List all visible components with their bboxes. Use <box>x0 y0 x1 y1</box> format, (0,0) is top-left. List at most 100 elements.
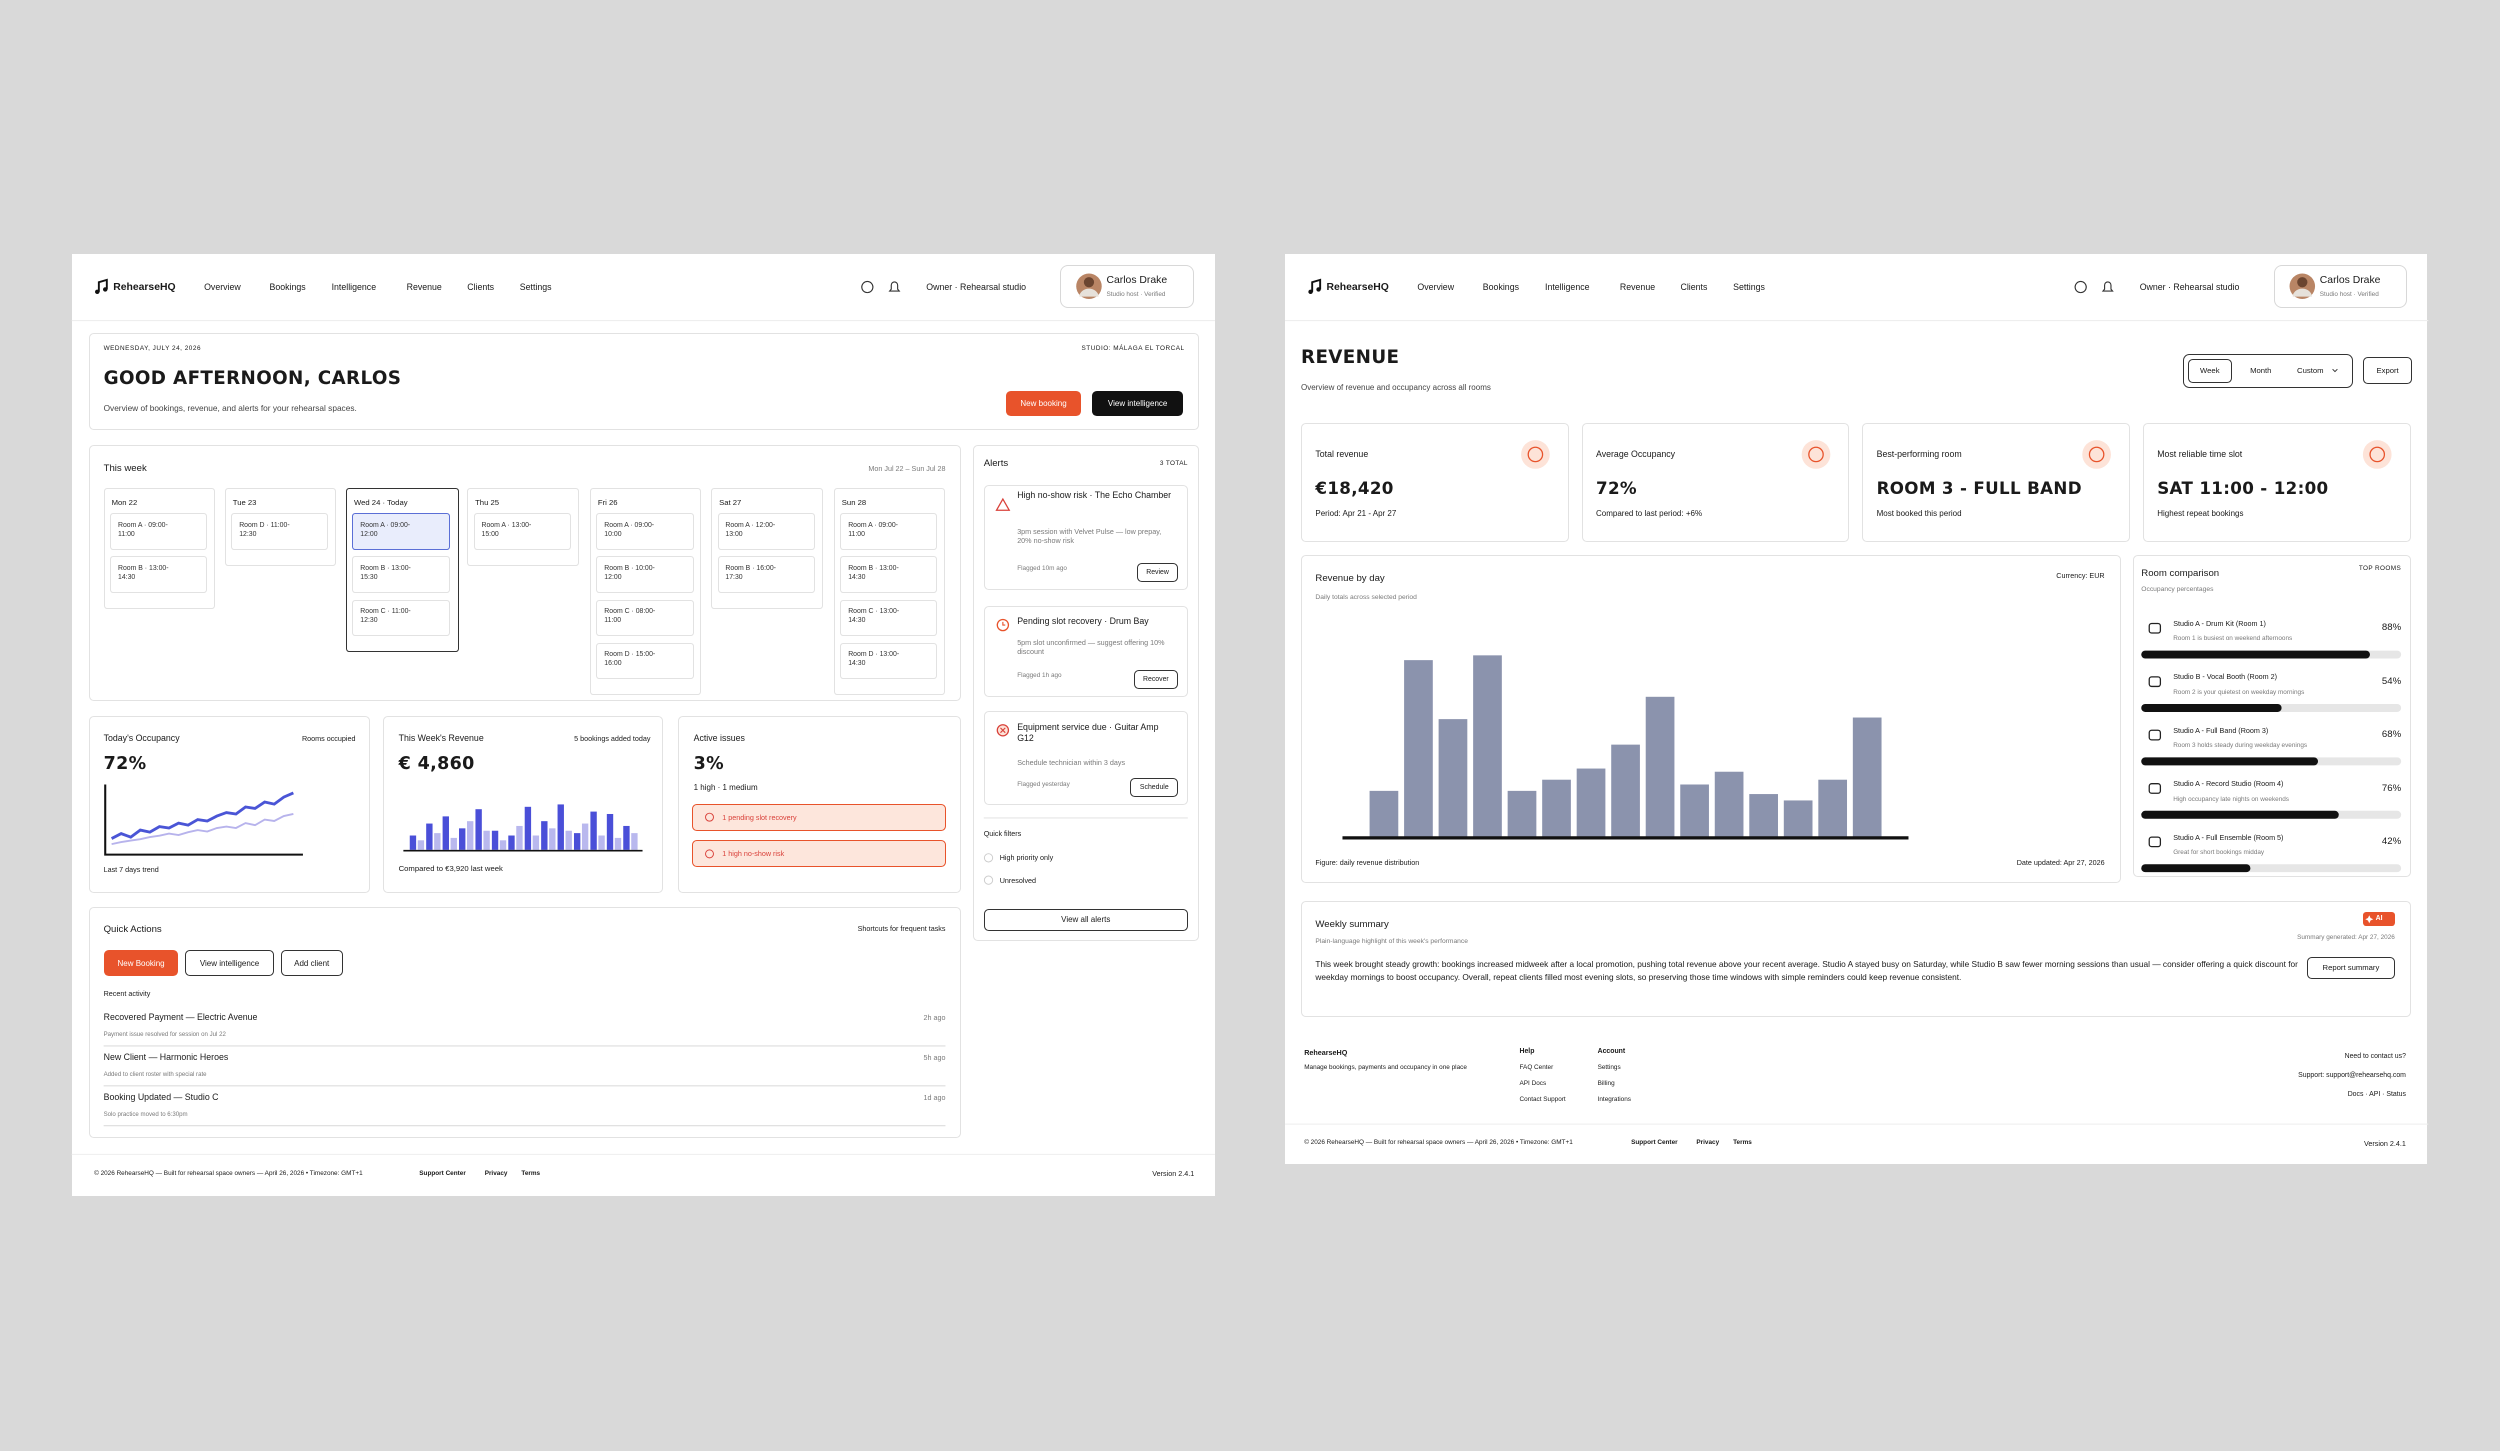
day-label: Fri 26 <box>597 497 618 507</box>
booking-slot[interactable] <box>231 513 329 551</box>
filter-label[interactable]: Unresolved <box>999 875 1037 885</box>
alert-action-button[interactable]: Recover <box>1133 669 1179 689</box>
footer-link[interactable]: Support Center <box>1631 1139 1678 1147</box>
footer-contact: Need to contact us? <box>2344 1052 2406 1060</box>
nav-link[interactable]: Overview <box>204 281 241 292</box>
nav-link[interactable]: Settings <box>519 281 552 292</box>
booking-slot[interactable] <box>596 556 694 594</box>
filters-title: Quick filters <box>983 829 1022 839</box>
revenue-by-day-card <box>1301 554 2121 884</box>
card-subtitle: Occupancy percentages <box>2141 585 2214 593</box>
booking-slot[interactable] <box>596 599 694 637</box>
chart-caption: Compared to €3,920 last week <box>398 864 503 874</box>
tag-pending <box>692 803 946 831</box>
booking-slot[interactable] <box>352 556 450 594</box>
action-button[interactable]: View intelligence <box>184 950 275 976</box>
date-label: WEDNESDAY, JULY 24, 2026 <box>103 345 202 353</box>
alert-action-button[interactable]: Review <box>1136 562 1179 582</box>
recent-title: Recent activity <box>103 988 151 998</box>
footer-link[interactable]: Privacy <box>1696 1139 1720 1147</box>
kpi-note: Compared to last period: +6% <box>1596 508 1703 518</box>
footer-link[interactable]: Privacy <box>484 1169 508 1177</box>
stat-value: € 4,860 <box>398 754 475 775</box>
slot-text: Room A · 09:00-12:00 <box>360 521 411 538</box>
booking-slot[interactable] <box>596 513 694 551</box>
alert-action-button[interactable]: Schedule <box>1130 778 1179 798</box>
footer-link[interactable]: API Docs <box>1519 1080 1547 1088</box>
view-intelligence-button[interactable]: View intelligence <box>1092 390 1184 417</box>
booking-slot[interactable] <box>110 513 208 551</box>
slot-text: Room A · 09:00-11:00 <box>848 521 898 538</box>
slot-text: Room B · 10:00-12:00 <box>604 564 655 581</box>
issues-detail: 1 high · 1 medium <box>693 782 758 792</box>
footer-link[interactable]: Support Center <box>419 1169 466 1177</box>
booking-slot[interactable] <box>352 513 450 551</box>
day-label: Sun 28 <box>841 497 867 507</box>
kpi-label: Best-performing room <box>1876 449 1962 459</box>
ai-badge-label: AI <box>2375 914 2383 922</box>
brand: RehearseHQ <box>113 281 176 293</box>
alert-title: Pending slot recovery · Drum Bay <box>1017 616 1149 627</box>
action-button[interactable]: New Booking <box>103 950 179 976</box>
report-summary-button[interactable]: Report summary <box>2307 956 2395 979</box>
footer-brand: RehearseHQ <box>1304 1047 1348 1057</box>
slot-text: Room D · 11:00-12:30 <box>239 521 290 538</box>
new-booking-button[interactable]: New booking <box>1006 390 1081 417</box>
card-subtitle: Daily totals across selected period <box>1315 593 1417 601</box>
booking-slot[interactable] <box>717 556 815 594</box>
brand: RehearseHQ <box>1326 281 1389 293</box>
stat-value: 72% <box>103 754 147 775</box>
kpi-value: €18,420 <box>1315 477 1394 498</box>
period-button[interactable]: Week <box>2187 358 2233 383</box>
nav-link[interactable]: Settings <box>1733 281 1765 292</box>
slot-text: Room C · 08:00-11:00 <box>604 608 656 624</box>
slot-text: Room A · 09:00-10:00 <box>604 521 655 538</box>
nav-link[interactable]: Intelligence <box>1545 281 1590 292</box>
footer-link[interactable]: Billing <box>1597 1080 1615 1088</box>
footer-heading: Help <box>1519 1048 1535 1055</box>
card-title: Room comparison <box>2141 568 2220 579</box>
footer-link[interactable]: Contact Support <box>1519 1096 1566 1104</box>
footer-contact: Docs · API · Status <box>2347 1091 2406 1099</box>
booking-slot[interactable] <box>596 642 694 680</box>
booking-slot[interactable] <box>717 513 815 551</box>
nav-link[interactable]: Revenue <box>1619 281 1656 292</box>
week-card <box>89 444 962 702</box>
export-button[interactable]: Export <box>2362 357 2413 385</box>
room-note: Room 2 is your quietest on weekday morni… <box>2173 688 2305 696</box>
card-title: Revenue by day <box>1315 572 1385 584</box>
user-meta: Studio host · Verified <box>2319 291 2379 298</box>
footer-link[interactable]: Terms <box>521 1169 541 1177</box>
day-label: Wed 24 · Today <box>354 497 408 507</box>
filter-label[interactable]: High priority only <box>999 853 1054 863</box>
booking-slot[interactable] <box>840 513 938 551</box>
nav-link[interactable]: Bookings <box>269 281 306 292</box>
nav-link[interactable]: Clients <box>1680 281 1708 292</box>
footer-link[interactable]: Settings <box>1597 1064 1621 1072</box>
activity-title: New Client — Harmonic Heroes <box>103 1051 229 1062</box>
version: Version 2.4.1 <box>1152 1169 1195 1178</box>
activity-time: 5h ago <box>923 1052 946 1062</box>
room-name: Studio A - Full Ensemble (Room 5) <box>2173 832 2284 842</box>
booking-slot[interactable] <box>840 642 938 680</box>
summary-generated: Summary generated: Apr 27, 2026 <box>2297 933 2395 941</box>
period-button[interactable]: Month <box>2250 366 2272 376</box>
footer-link[interactable]: FAQ Center <box>1519 1064 1554 1072</box>
activity-title: Recovered Payment — Electric Avenue <box>103 1011 258 1022</box>
booking-slot[interactable] <box>840 599 938 637</box>
booking-slot[interactable] <box>473 513 571 551</box>
booking-slot[interactable] <box>352 599 450 637</box>
view-all-alerts-button[interactable]: View all alerts <box>983 908 1188 932</box>
action-button[interactable]: Add client <box>280 950 343 976</box>
booking-slot[interactable] <box>840 556 938 594</box>
nav-link[interactable]: Overview <box>1417 281 1455 292</box>
nav-link[interactable]: Clients <box>467 281 495 292</box>
user-card[interactable] <box>2273 264 2408 308</box>
period-button[interactable]: Custom <box>2297 366 2324 376</box>
nav-link[interactable]: Bookings <box>1482 281 1519 292</box>
nav-link[interactable]: Revenue <box>406 281 442 292</box>
footer-link[interactable]: Terms <box>1733 1139 1752 1147</box>
footer-link[interactable]: Integrations <box>1597 1096 1631 1104</box>
booking-slot[interactable] <box>110 556 208 594</box>
nav-link[interactable]: Intelligence <box>331 281 377 292</box>
